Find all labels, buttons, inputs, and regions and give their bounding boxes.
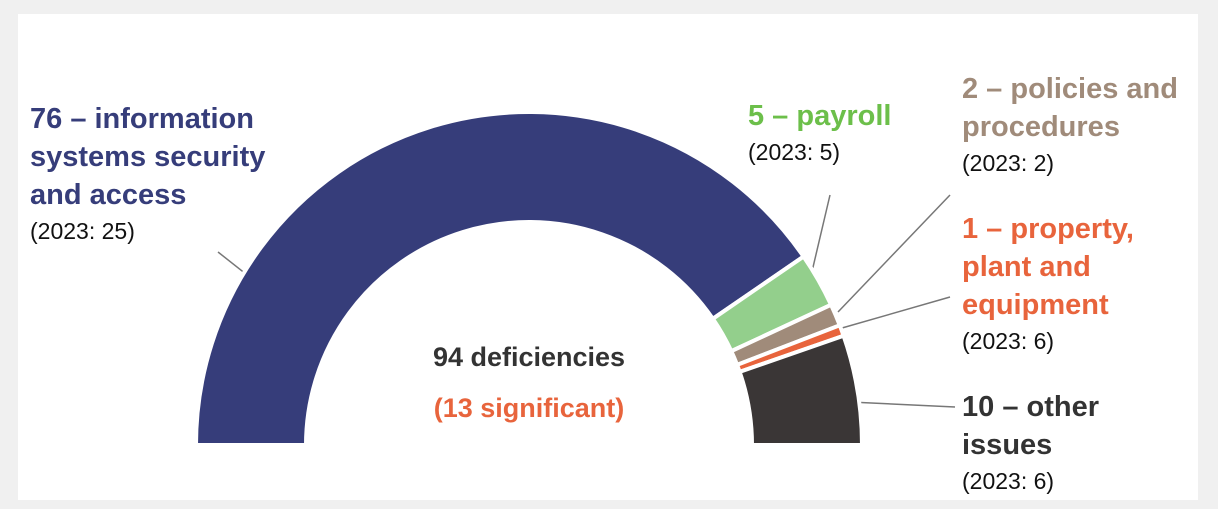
segment-label: 5 – payroll (2023: 5) [748,97,948,169]
comparison-label: (2023: 5) [748,139,841,165]
segment [737,333,865,447]
leader-line [841,296,951,329]
comparison-label: (2023: 6) [962,468,1055,494]
comparison-label: (2023: 2) [962,150,1055,176]
value-label: 1 – property, plant and equipment [962,213,1134,321]
segment-label: 10 – other issues (2023: 6) [962,388,1142,498]
total-label: 94 deficiencies [432,342,626,372]
subtotal-label: (13 significant) [433,393,625,423]
leader-line [809,194,831,281]
comparison-label: (2023: 25) [30,218,135,244]
value-label: 2 – policies and procedures [962,73,1178,143]
value-label: 76 – information systems security and ac… [30,103,266,211]
comparison-label: (2023: 6) [962,328,1055,354]
segment-label: 2 – policies and procedures (2023: 2) [962,70,1212,180]
value-label: 10 – other issues [962,391,1099,461]
segment-label: 1 – property, plant and equipment (2023: … [962,210,1177,358]
value-label: 5 – payroll [748,100,892,132]
segment [193,110,807,447]
leader-line [837,194,951,313]
leader-line [849,401,956,408]
segment-label: 76 – information systems security and ac… [30,100,320,248]
